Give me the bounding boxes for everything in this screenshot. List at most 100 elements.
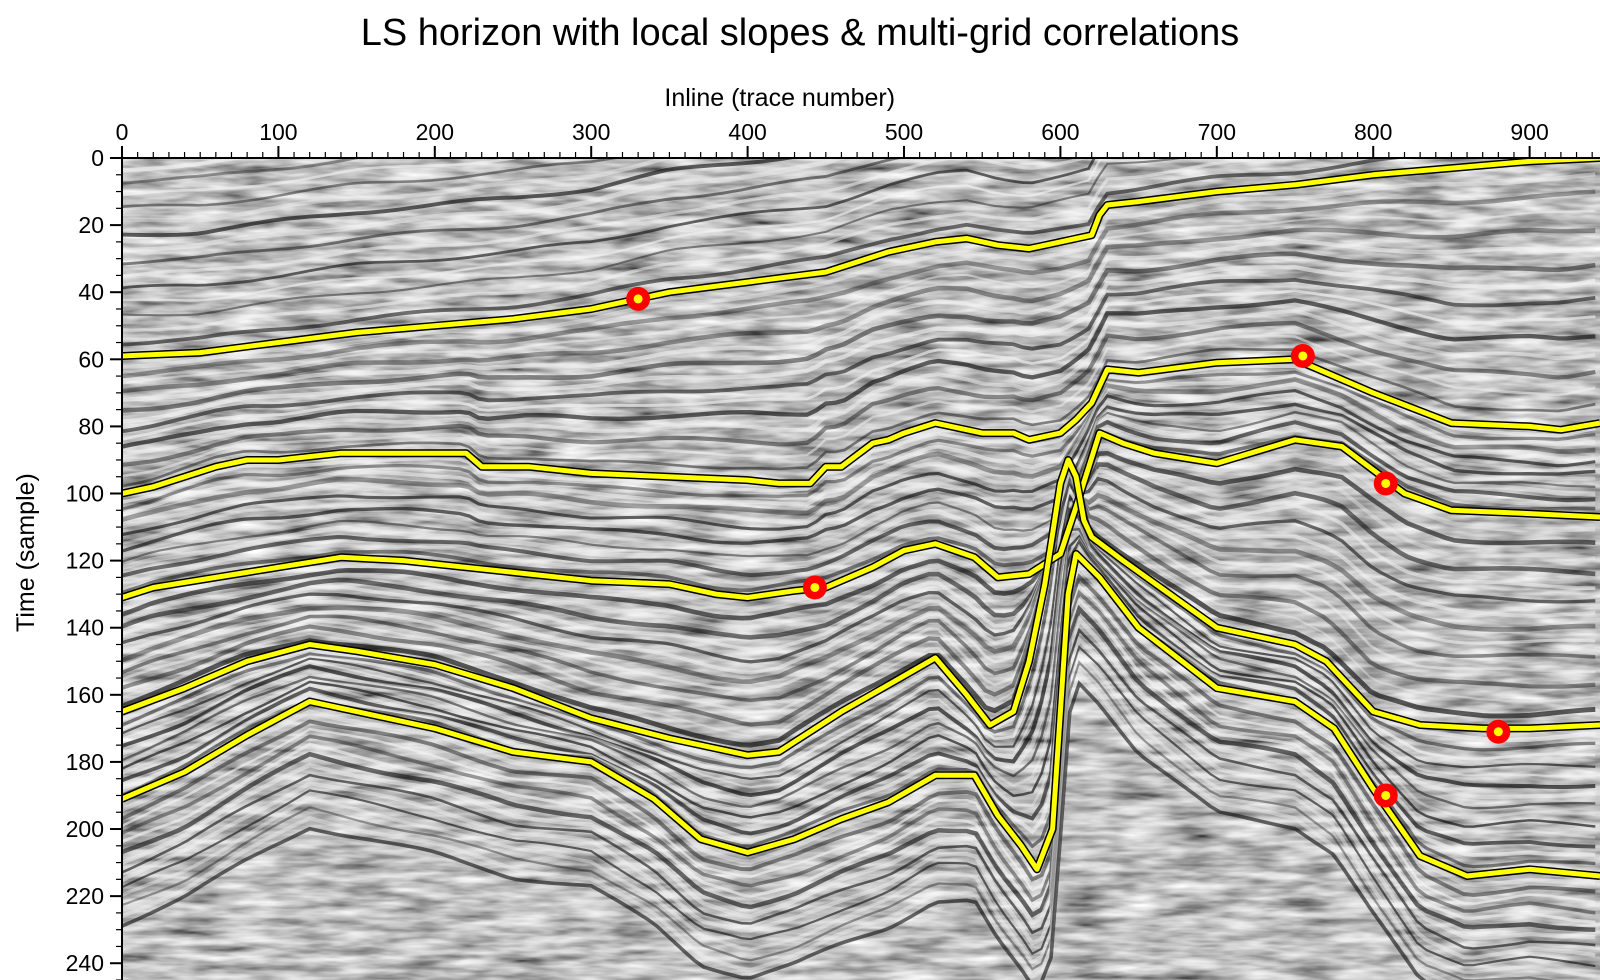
seismic-reflector (122, 468, 1596, 652)
seismic-reflector (122, 419, 1596, 578)
seismic-reflector (122, 615, 1596, 941)
x-tick-label: 100 (259, 119, 297, 145)
seismic-reflector (122, 597, 1596, 924)
y-tick-label: 160 (66, 682, 104, 708)
seismic-reflector (122, 158, 1103, 302)
y-tick-label: 40 (78, 279, 104, 305)
seismic-reflector (122, 493, 1596, 781)
seismic-reflector (122, 334, 1596, 478)
seismic-reflector (122, 635, 1596, 960)
seismic-reflector (122, 461, 1596, 748)
seismic-reflector (122, 485, 1596, 774)
y-tick-label: 0 (91, 145, 104, 171)
seismic-reflector (122, 413, 1596, 571)
seismic-reflector (122, 158, 1096, 290)
seismic-reflector (122, 481, 1596, 703)
seismic-reflector (122, 396, 1596, 545)
y-tick-label: 220 (66, 883, 104, 909)
axes: 0 100 200 300 400 500 600 700 800 900 0 20 40 60 80 100… (66, 119, 1600, 980)
seismic-reflector (122, 490, 1596, 685)
seismic-reflector (122, 573, 1596, 898)
x-tick-label: 700 (1198, 119, 1236, 145)
y-tick-label: 20 (78, 212, 104, 238)
seismic-reflector (122, 475, 1596, 714)
seismic-reflector (122, 389, 1596, 537)
y-tick-label: 200 (66, 816, 104, 842)
seismic-reflector (122, 158, 1413, 347)
seismic-reflector (122, 668, 1448, 980)
seismic-reflector (122, 443, 1596, 612)
seismic-reflector (122, 158, 1322, 332)
x-tick-label: 400 (728, 119, 766, 145)
seismic-reflector (122, 538, 1596, 849)
y-tick-label: 80 (78, 413, 104, 439)
x-tick-label: 600 (1041, 119, 1079, 145)
seismic-reflector (122, 411, 1596, 563)
seismic-reflector (122, 487, 1596, 692)
control-point-layer (626, 286, 1511, 808)
seismic-reflector (122, 500, 1596, 789)
seismic-reflector (122, 583, 1596, 906)
seismic-reflector (122, 158, 677, 223)
control-point-center (1381, 478, 1391, 488)
seismic-reflector (122, 158, 523, 197)
seismic-reflector (122, 468, 1596, 727)
seismic-reflector (122, 158, 799, 238)
y-tick-label: 140 (66, 615, 104, 641)
horizon-2 (122, 356, 1600, 496)
y-tick-label: 240 (66, 950, 104, 976)
x-tick-label: 0 (116, 119, 129, 145)
seismic-reflector (122, 298, 1596, 449)
seismic-reflector (122, 381, 1596, 529)
seismic-reflector (122, 347, 1596, 488)
seismic-reflector (122, 650, 1596, 978)
horizon-3 (122, 430, 1600, 600)
x-tick-label: 300 (572, 119, 610, 145)
seismic-reflector (122, 158, 1090, 278)
seismic-reflector (122, 645, 1596, 968)
seismic-reflector (122, 485, 1596, 675)
seismic-reflector (122, 308, 1596, 457)
horizon-layer (122, 158, 1600, 880)
seismic-reflector (122, 406, 1596, 559)
seismic-reflector (122, 531, 1596, 820)
x-axis-label: Inline (trace number) (664, 84, 895, 112)
seismic-reflector (122, 158, 1187, 317)
x-tick-label: 800 (1354, 119, 1392, 145)
seismic-reflector (122, 158, 622, 209)
seismic-reflector (122, 320, 1596, 467)
x-tick-label: 500 (885, 119, 923, 145)
control-point-center (1493, 727, 1503, 737)
seismic-reflector (122, 476, 1596, 770)
seismic-reflector (122, 476, 1596, 664)
seismic-reflector (122, 536, 1596, 839)
reflector-layer (122, 158, 1596, 980)
y-tick-label: 60 (78, 346, 104, 372)
control-point-center (1298, 351, 1308, 361)
seismic-reflector (122, 660, 1557, 980)
seismic-reflector (122, 604, 1596, 933)
seismic-reflector (122, 534, 1596, 828)
seismic-reflector (122, 627, 1596, 950)
seismic-reflector (122, 680, 1427, 980)
seismic-reflector (122, 277, 1596, 434)
chart-title: LS horizon with local slopes & multi-gri… (361, 12, 1240, 54)
seismic-reflector (122, 467, 1596, 737)
horizon-5 (122, 551, 1600, 879)
y-tick-label: 120 (66, 548, 104, 574)
horizon-4 (122, 457, 1600, 758)
seismic-reflector (122, 172, 1596, 369)
horizon-1 (122, 158, 1600, 359)
seismic-reflector (122, 426, 1596, 587)
seismic-reflector (122, 251, 1596, 413)
seismic-reflector (122, 516, 1596, 805)
seismic-reflector (122, 561, 1596, 888)
control-point-center (1381, 790, 1391, 800)
seismic-reflector (122, 189, 1596, 379)
seismic-reflector (122, 377, 1596, 523)
control-point-center (810, 582, 820, 592)
seismic-reflector (122, 158, 849, 253)
seismic-reflector (122, 364, 1596, 504)
